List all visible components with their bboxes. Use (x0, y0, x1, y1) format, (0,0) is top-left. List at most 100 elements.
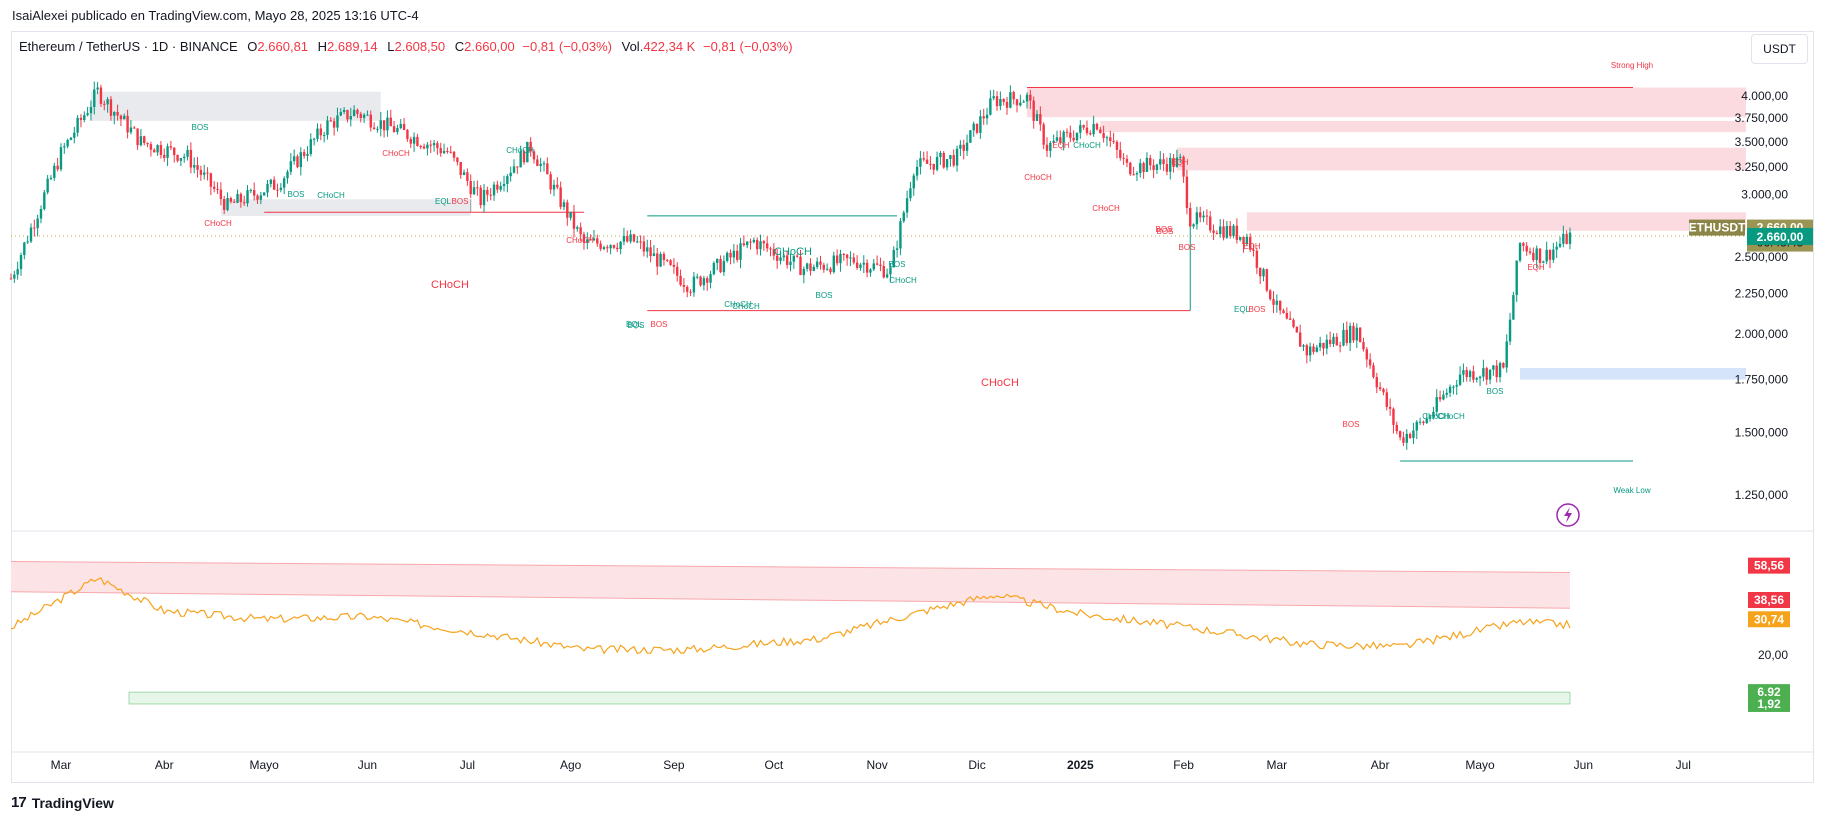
structure-label: EQH (1243, 242, 1261, 251)
candle-body (366, 114, 369, 116)
demand-zone (1520, 368, 1746, 380)
candle-body (1049, 142, 1052, 151)
candle-body (762, 241, 766, 244)
candle-body (679, 275, 682, 285)
candle-body (572, 211, 576, 229)
candle-body (1229, 226, 1232, 236)
candle-body (432, 143, 436, 146)
candle-body (1245, 236, 1249, 245)
candle-body (1385, 392, 1388, 407)
candle-body (73, 132, 76, 138)
candle-body (1002, 98, 1005, 102)
price-tick-label: 3.500,000 (1735, 135, 1789, 149)
candle-body (1202, 215, 1205, 218)
candle-body (39, 209, 43, 219)
candle-body (139, 136, 143, 146)
candle-body (1525, 245, 1528, 252)
candle-body (955, 148, 959, 166)
candle-body (686, 286, 689, 292)
candle-body (43, 192, 46, 210)
candle-body (1129, 162, 1132, 175)
candle-body (309, 139, 313, 155)
candle-body (229, 198, 233, 202)
candle-body (1512, 295, 1515, 320)
candle-body (666, 259, 669, 261)
discount-zone (220, 199, 471, 216)
candle-body (1422, 421, 1425, 423)
candle-body (676, 266, 679, 276)
chart-frame (11, 31, 1814, 783)
candle-body (1082, 125, 1085, 128)
structure-label: BOS (288, 190, 305, 199)
candle-body (159, 145, 163, 156)
candle-body (376, 128, 379, 130)
rsi-overbought-zone (11, 561, 1570, 609)
candle-body (83, 115, 86, 121)
candle-body (49, 177, 53, 179)
candle-body (199, 169, 203, 175)
candle-body (1428, 416, 1432, 419)
candle-body (46, 178, 49, 193)
candle-body (183, 156, 186, 159)
candle-body (1305, 345, 1309, 356)
time-tick-label: Jun (1574, 758, 1593, 772)
candles-group (9, 81, 1572, 450)
choch-label: CHoCH (431, 279, 469, 291)
candle-body (925, 159, 929, 164)
candle-body (596, 238, 599, 244)
candle-body (169, 146, 173, 148)
candle-body (216, 188, 219, 190)
candle-body (939, 152, 942, 158)
candle-body (176, 154, 179, 161)
candle-body (672, 264, 676, 267)
candle-body (279, 187, 283, 190)
rsi-tag-bg (1748, 557, 1790, 574)
candle-body (1348, 325, 1352, 343)
candle-body (13, 274, 16, 279)
candle-body (1335, 336, 1339, 346)
candle-body (422, 146, 426, 149)
candle-body (1325, 339, 1329, 349)
candle-body (1352, 325, 1355, 341)
choch-label: CHoCH (774, 246, 812, 258)
candle-body (726, 252, 729, 261)
candle-body (619, 241, 622, 250)
candle-body (9, 278, 13, 280)
candle-body (109, 99, 113, 116)
symbol-tag-bg (1689, 219, 1745, 236)
candle-body (1005, 101, 1009, 108)
candle-body (466, 172, 469, 182)
structure-label: CHoCH (1024, 173, 1052, 182)
candle-body (772, 249, 776, 256)
candle-body (1189, 207, 1192, 227)
candle-body (439, 148, 442, 154)
candle-body (639, 241, 642, 243)
candle-body (1152, 165, 1155, 170)
candle-body (1458, 374, 1462, 385)
candle-body (1235, 225, 1239, 240)
candle-body (669, 260, 672, 265)
candle-body (812, 266, 816, 271)
candle-body (1505, 341, 1508, 368)
candle-body (1215, 232, 1219, 234)
candle-body (579, 227, 582, 235)
candle-body (382, 120, 386, 131)
candle-body (1099, 129, 1102, 134)
candle-body (1468, 371, 1472, 378)
structure-label: CHoCH (506, 146, 534, 155)
candle-body (1095, 123, 1099, 130)
currency-button[interactable]: USDT (1751, 34, 1808, 64)
candle-body (1135, 173, 1139, 175)
candle-body (489, 194, 492, 196)
candle-body (569, 211, 572, 218)
candle-body (272, 179, 276, 190)
symbol-title[interactable]: Ethereum / TetherUS · 1D · BINANCE (19, 39, 238, 54)
candle-body (113, 112, 116, 116)
candle-body (1562, 233, 1565, 244)
candle-body (222, 199, 226, 210)
candle-body (289, 161, 293, 172)
candle-body (266, 183, 269, 193)
candle-body (769, 248, 772, 250)
candle-body (885, 274, 889, 278)
